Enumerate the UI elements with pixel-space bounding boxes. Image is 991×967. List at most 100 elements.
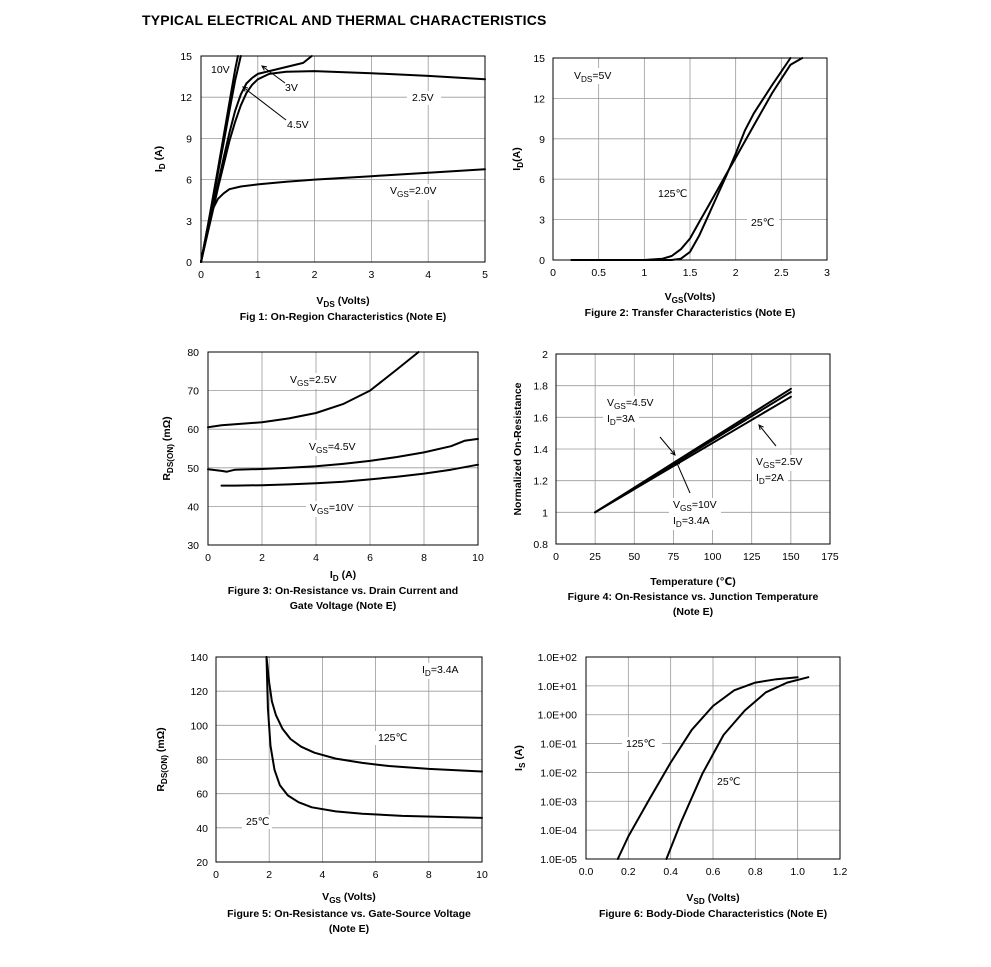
x-tick-label: 8 — [421, 552, 427, 564]
x-tick-label: 6 — [367, 552, 373, 564]
x-tick-label: 0.2 — [621, 866, 636, 878]
fig2-series-0-line — [570, 57, 804, 261]
label-background — [418, 663, 464, 679]
label-background — [603, 412, 639, 428]
fig4-annotation: ID=2A — [756, 472, 784, 486]
fig2-caption: Figure 2: Transfer Characteristics (Note… — [585, 307, 796, 319]
x-tick-label: 0 — [198, 269, 204, 281]
fig4-y-axis-label: Normalized On-Resistance — [512, 382, 524, 515]
fig3-plot-frame — [207, 351, 479, 546]
x-tick-label: 2 — [733, 267, 739, 279]
annotation-pointer — [261, 65, 286, 84]
x-tick-label: 2 — [259, 552, 265, 564]
x-tick-label: 4 — [425, 269, 431, 281]
fig4-annotation: VGS=2.5V — [756, 456, 803, 470]
y-tick-label: 6 — [186, 175, 192, 187]
fig6-annotation: 25℃ — [717, 776, 740, 788]
y-tick-label: 1 — [542, 507, 548, 519]
fig4-x-axis-label: Temperature (℃) — [650, 576, 735, 588]
fig1-annotation: 2.5V — [412, 92, 434, 104]
fig6-y-axis-label: IS (A) — [513, 745, 527, 771]
y-tick-label: 40 — [187, 501, 199, 513]
x-tick-label: 2.5 — [774, 267, 789, 279]
fig6-plot-frame — [585, 656, 841, 860]
fig5-series-1-line — [265, 656, 483, 819]
annotation-pointer — [242, 86, 287, 121]
y-tick-label: 12 — [533, 93, 545, 105]
x-tick-label: 1.2 — [833, 866, 848, 878]
fig5-series-0-line — [265, 656, 483, 773]
y-tick-label: 60 — [187, 424, 199, 436]
x-tick-label: 50 — [628, 551, 640, 563]
x-tick-label: 150 — [782, 551, 800, 563]
label-background — [286, 373, 342, 389]
x-tick-label: 175 — [821, 551, 839, 563]
fig1-annotation: 10V — [211, 64, 230, 76]
x-tick-label: 1.0 — [790, 866, 805, 878]
arrowhead-icon — [261, 65, 268, 71]
y-tick-label: 1.0E-05 — [540, 854, 577, 866]
x-tick-label: 1 — [255, 269, 261, 281]
fig3-chart: 0 2 4 6 8 10 30 40 50 60 70 80 ID (A) RDS(ON) (mΩ) Fig… — [161, 347, 484, 612]
label-background — [603, 396, 659, 412]
fig5-chart: 0 2 4 6 8 10 20 40 60 80 100 120 140 VGS (Volts) RDS(O… — [155, 652, 488, 935]
y-tick-label: 1.0E-02 — [540, 767, 577, 779]
y-tick-label: 120 — [190, 686, 208, 698]
fig5-x-axis-label: VGS (Volts) — [322, 891, 376, 905]
y-tick-label: 100 — [190, 720, 208, 732]
y-tick-label: 70 — [187, 386, 199, 398]
fig5-annotation: ID=3.4A — [422, 664, 459, 678]
fig6-series-1-line — [665, 676, 810, 860]
x-tick-label: 3 — [368, 269, 374, 281]
fig4-annotation: ID=3A — [607, 413, 635, 427]
label-background — [374, 731, 410, 745]
label-background — [386, 184, 442, 200]
annotation-pointer — [758, 424, 777, 447]
y-tick-label: 80 — [187, 347, 199, 359]
x-tick-label: 0 — [553, 551, 559, 563]
fig2-series-1-line — [643, 57, 792, 261]
x-tick-label: 4 — [313, 552, 319, 564]
fig6-series-0-line — [616, 676, 799, 860]
fig5-annotation: 25℃ — [246, 816, 269, 828]
y-tick-label: 50 — [187, 463, 199, 475]
x-tick-label: 1.5 — [683, 267, 698, 279]
fig2-x-axis-label: VGS(Volts) — [665, 291, 716, 305]
x-tick-label: 0.0 — [579, 866, 594, 878]
arrowhead-icon — [758, 424, 764, 430]
fig2-y-axis-label: ID(A) — [511, 147, 525, 170]
y-tick-label: 1.0E-01 — [540, 739, 577, 751]
fig2-annotation: 25℃ — [751, 217, 774, 229]
y-tick-label: 12 — [180, 92, 192, 104]
label-background — [747, 216, 779, 230]
fig6-annotation: 125℃ — [626, 738, 655, 750]
y-tick-label: 9 — [539, 134, 545, 146]
label-background — [570, 68, 616, 84]
fig4-plot-frame — [555, 353, 831, 545]
fig5-caption: Figure 5: On-Resistance vs. Gate-Source … — [227, 908, 471, 920]
fig3-series-0-line — [207, 351, 420, 429]
x-tick-label: 0.8 — [748, 866, 763, 878]
fig4-annotation: ID=3.4A — [673, 515, 710, 529]
fig2-annotation: VDS=5V — [574, 70, 611, 84]
fig4-chart: 0 25 50 75 100 125 150 175 0.8 1 1.2 1.4 1.6 1.8 2 Temp… — [512, 349, 839, 618]
x-tick-label: 5 — [482, 269, 488, 281]
arrowhead-icon — [675, 459, 681, 467]
y-tick-label: 0 — [186, 257, 192, 269]
x-tick-label: 0.6 — [706, 866, 721, 878]
fig3-annotation: VGS=4.5V — [309, 441, 356, 455]
y-tick-label: 1.0E+00 — [538, 710, 578, 722]
label-background — [669, 514, 713, 530]
label-background — [654, 187, 688, 201]
x-tick-label: 1 — [641, 267, 647, 279]
fig3-series-1-line — [207, 437, 479, 473]
y-tick-label: 15 — [180, 51, 192, 63]
fig1-series-3-line — [200, 70, 486, 263]
y-tick-label: 15 — [533, 53, 545, 65]
y-tick-label: 60 — [196, 789, 208, 801]
y-tick-label: 20 — [196, 857, 208, 869]
fig5-caption: (Note E) — [329, 923, 369, 935]
y-tick-label: 1.6 — [533, 412, 548, 424]
fig1-annotation: VGS=2.0V — [390, 185, 437, 199]
x-tick-label: 10 — [476, 869, 488, 881]
